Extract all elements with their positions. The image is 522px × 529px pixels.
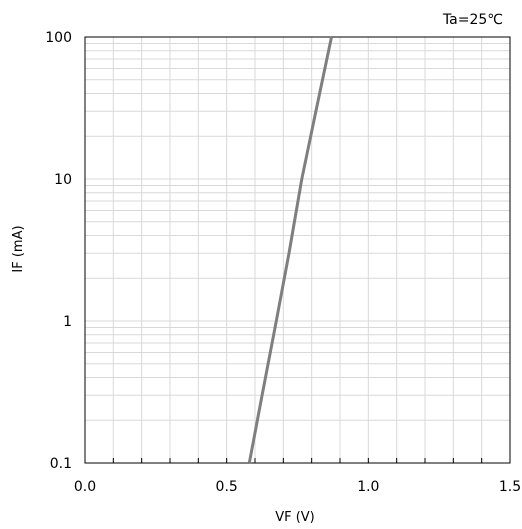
x-tick-label: 0.0 bbox=[74, 479, 96, 495]
y-axis-label: IF (mA) bbox=[11, 225, 26, 272]
grid bbox=[85, 37, 510, 463]
tick-labels: 0.0 0.5 1.0 1.5 0.1 1 10 100 bbox=[45, 30, 521, 495]
x-tick-label: 1.5 bbox=[499, 479, 521, 495]
plot-frame bbox=[84, 36, 511, 464]
temperature-annotation: Ta=25℃ bbox=[442, 12, 503, 28]
x-tick-label: 0.5 bbox=[216, 479, 238, 495]
y-tick-label: 100 bbox=[45, 30, 72, 46]
y-tick-label: 0.1 bbox=[50, 456, 72, 472]
y-tick-label: 10 bbox=[54, 172, 72, 188]
x-axis-label: VF (V) bbox=[275, 510, 315, 525]
tick-marks bbox=[112, 458, 483, 463]
x-tick-label: 1.0 bbox=[357, 479, 379, 495]
y-tick-label: 1 bbox=[63, 314, 72, 330]
series-line bbox=[247, 36, 333, 464]
series-layer bbox=[247, 36, 333, 464]
